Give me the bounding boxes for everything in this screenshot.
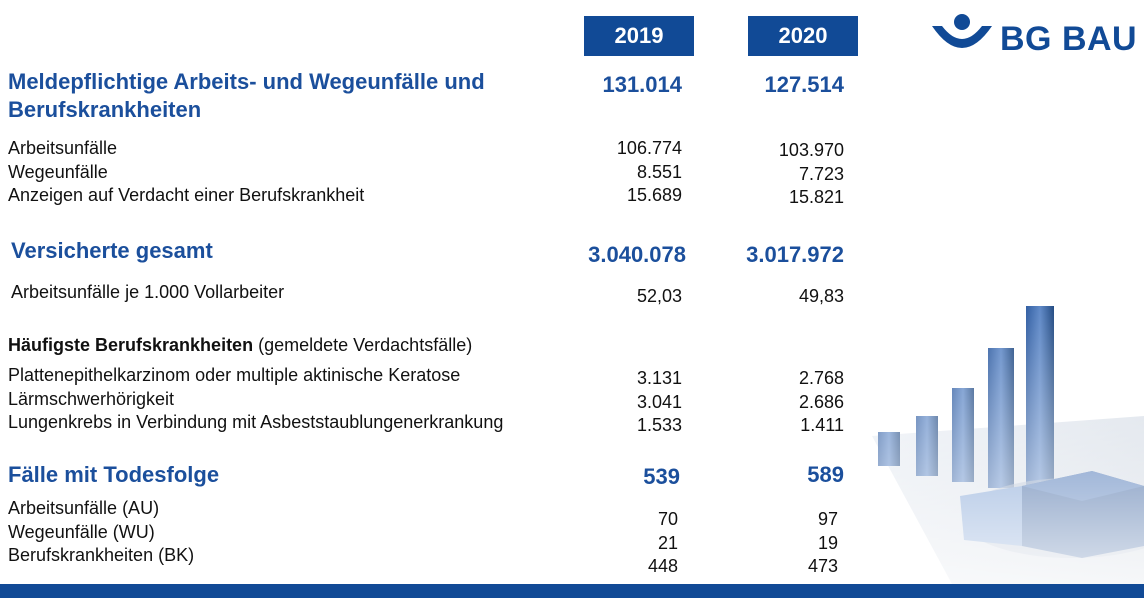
row-value: 448 bbox=[647, 556, 678, 576]
row-value: 21 bbox=[657, 532, 678, 553]
row-value: 3.131 bbox=[636, 368, 682, 388]
row-value: 1.411 bbox=[800, 415, 844, 435]
section-title-versicherte: Versicherte gesamt bbox=[11, 238, 213, 263]
year-header-2019: 2019 bbox=[584, 16, 694, 56]
todesfolge-2019: 539 bbox=[643, 464, 680, 489]
row-value: 97 bbox=[817, 509, 838, 529]
bottom-bar bbox=[0, 584, 1144, 598]
row-value: 1.533 bbox=[636, 415, 682, 435]
haeufigste-values-2020: 2.768 2.686 1.411 bbox=[720, 367, 844, 438]
meldepflichtig-2019: 131.014 bbox=[602, 72, 682, 97]
row-value: 7.723 bbox=[798, 163, 844, 184]
row-value: 473 bbox=[807, 556, 838, 576]
haeufigste-title-rest: (gemeldete Verdachtsfälle) bbox=[258, 335, 473, 355]
meldepflichtig-values-2020: 103.970 7.723 15.821 bbox=[720, 139, 844, 210]
versicherte-2020: 3.017.972 bbox=[746, 242, 844, 267]
row-value: 2.686 bbox=[798, 391, 844, 412]
row-value: 106.774 bbox=[616, 138, 682, 158]
haeufigste-labels: Plattenepithelkarzinom oder multiple akt… bbox=[8, 364, 503, 435]
meldepflichtig-values-2019: 106.774 8.551 15.689 bbox=[560, 137, 682, 208]
section-title-line2: Berufskrankheiten bbox=[8, 97, 202, 122]
row-label: Arbeitsunfälle bbox=[8, 138, 118, 158]
row-label: Lärmschwerhörigkeit bbox=[8, 388, 175, 409]
todesfolge-values-2020: 97 19 473 bbox=[720, 508, 838, 579]
meldepflichtig-labels: Arbeitsunfälle Wegeunfälle Anzeigen auf … bbox=[8, 137, 364, 208]
versicherte-2019: 3.040.078 bbox=[588, 242, 686, 267]
section-title-haeufigste: Häufigste Berufskrankheiten (gemeldete V… bbox=[8, 334, 472, 358]
section-title-todesfolge: Fälle mit Todesfolge bbox=[8, 462, 220, 487]
row-value: 2.768 bbox=[798, 368, 844, 388]
section-title-meldepflichtig: Meldepflichtige Arbeits- und Wegeunfälle… bbox=[8, 68, 485, 124]
row-label: Plattenepithelkarzinom oder multiple akt… bbox=[8, 365, 461, 385]
todesfolge-labels: Arbeitsunfälle (AU) Wegeunfälle (WU) Ber… bbox=[8, 497, 194, 568]
haeufigste-values-2019: 3.131 3.041 1.533 bbox=[560, 367, 682, 438]
row-label: Arbeitsunfälle je 1.000 Vollarbeiter bbox=[11, 282, 285, 302]
row-value: 3.041 bbox=[636, 391, 682, 412]
haeufigste-title-bold: Häufigste Berufskrankheiten bbox=[8, 335, 254, 355]
row-value: 49,83 bbox=[798, 286, 844, 306]
row-label: Lungenkrebs in Verbindung mit Asbeststau… bbox=[8, 412, 504, 432]
row-label: Arbeitsunfälle (AU) bbox=[8, 498, 160, 518]
section-title-line1: Meldepflichtige Arbeits- und Wegeunfälle… bbox=[8, 69, 485, 94]
todesfolge-2020: 589 bbox=[807, 462, 844, 487]
meldepflichtig-2020: 127.514 bbox=[764, 72, 844, 97]
row-label: Wegeunfälle (WU) bbox=[8, 521, 155, 542]
row-value: 70 bbox=[657, 509, 678, 529]
todesfolge-values-2019: 70 21 448 bbox=[560, 508, 678, 579]
year-header-2020: 2020 bbox=[748, 16, 858, 56]
row-value: 19 bbox=[817, 532, 838, 553]
row-label: Anzeigen auf Verdacht einer Berufskrankh… bbox=[8, 185, 365, 205]
bg-bau-logo-icon bbox=[930, 12, 994, 65]
row-value: 52,03 bbox=[636, 286, 682, 306]
row-value: 15.689 bbox=[626, 185, 682, 205]
logo-text: BG BAU bbox=[1000, 20, 1138, 58]
row-value: 103.970 bbox=[778, 140, 844, 160]
row-label: Wegeunfälle bbox=[8, 161, 108, 182]
row-value: 8.551 bbox=[636, 161, 682, 182]
bar-and-pie-chart-graphic bbox=[872, 296, 1144, 589]
row-label: Berufskrankheiten (BK) bbox=[8, 545, 195, 565]
row-value: 15.821 bbox=[788, 187, 844, 207]
